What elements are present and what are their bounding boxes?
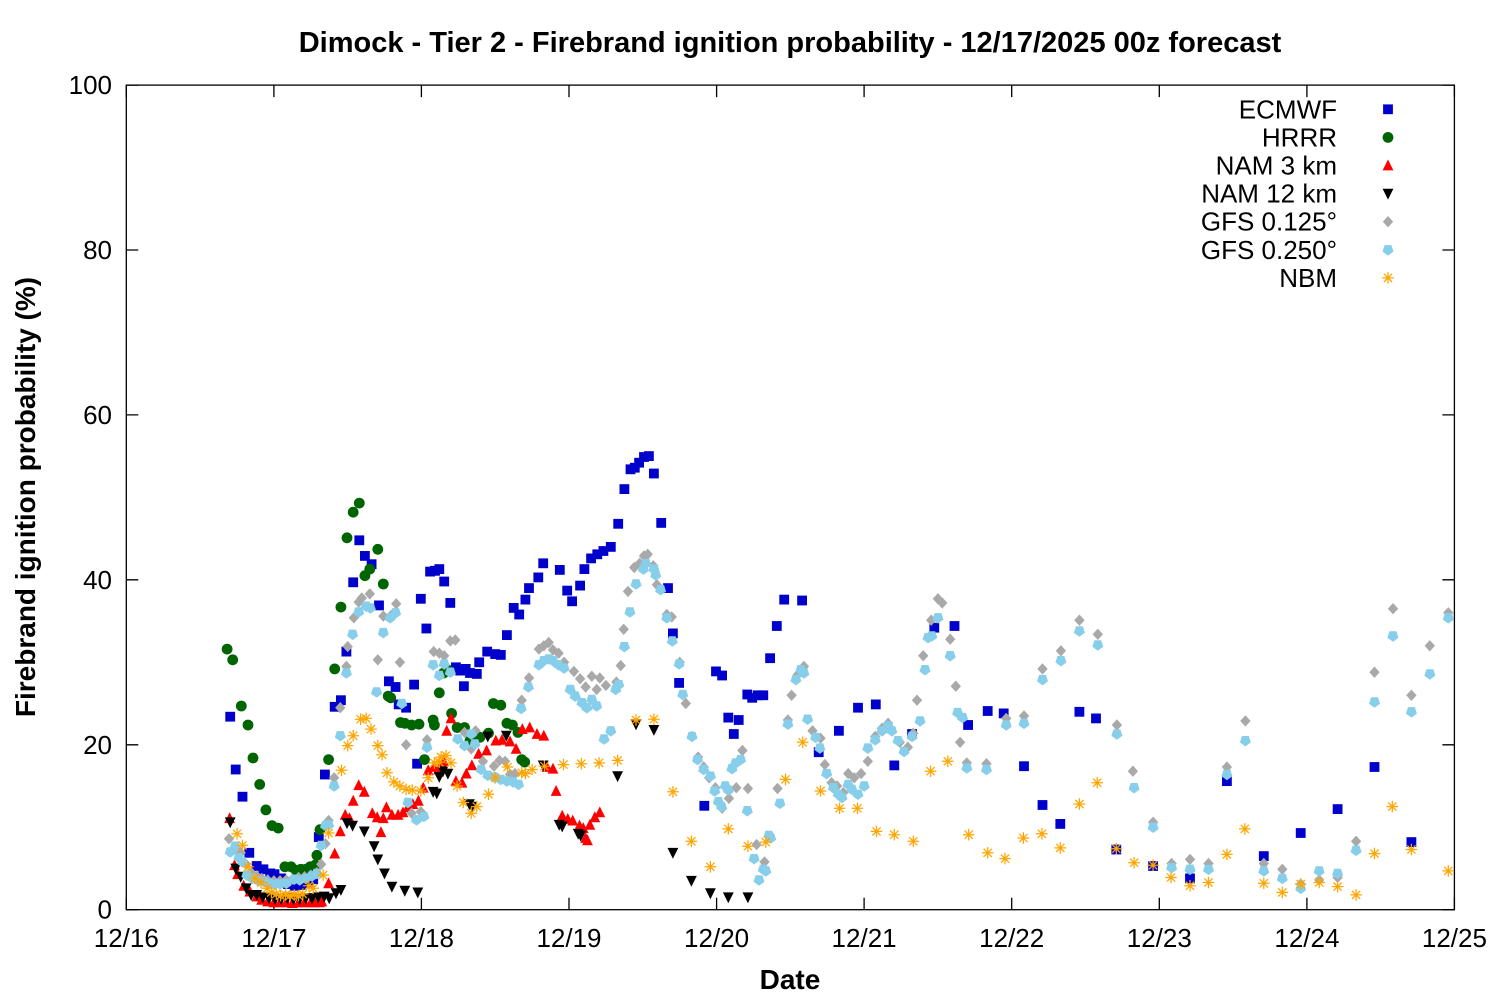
svg-text:40: 40 [83, 565, 112, 595]
svg-text:0: 0 [98, 895, 112, 925]
svg-text:GFS 0.250°: GFS 0.250° [1201, 235, 1337, 265]
svg-text:60: 60 [83, 400, 112, 430]
svg-text:12/25: 12/25 [1422, 923, 1487, 953]
svg-text:Dimock - Tier 2 - Firebrand ig: Dimock - Tier 2 - Firebrand ignition pro… [299, 27, 1282, 59]
svg-text:12/22: 12/22 [979, 923, 1044, 953]
svg-text:12/20: 12/20 [684, 923, 749, 953]
svg-text:12/21: 12/21 [832, 923, 897, 953]
svg-text:80: 80 [83, 235, 112, 265]
svg-text:12/23: 12/23 [1127, 923, 1192, 953]
svg-text:NAM 12 km: NAM 12 km [1201, 179, 1337, 209]
svg-text:100: 100 [69, 70, 112, 100]
svg-text:GFS 0.125°: GFS 0.125° [1201, 207, 1337, 237]
svg-text:12/19: 12/19 [536, 923, 601, 953]
svg-text:NBM: NBM [1279, 263, 1337, 293]
svg-text:20: 20 [83, 730, 112, 760]
svg-text:Date: Date [760, 964, 821, 995]
svg-text:ECMWF: ECMWF [1239, 94, 1337, 124]
svg-text:12/18: 12/18 [389, 923, 454, 953]
svg-text:Firebrand ignition probability: Firebrand ignition probability (%) [10, 277, 41, 717]
svg-text:HRRR: HRRR [1262, 122, 1337, 152]
svg-text:12/17: 12/17 [241, 923, 306, 953]
svg-text:NAM 3 km: NAM 3 km [1216, 151, 1337, 181]
svg-text:12/24: 12/24 [1274, 923, 1339, 953]
svg-text:12/16: 12/16 [94, 923, 159, 953]
